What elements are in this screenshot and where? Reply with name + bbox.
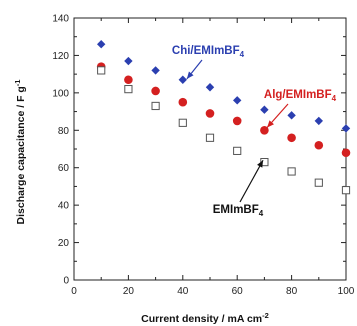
alg-point (178, 97, 188, 107)
emim-point (314, 178, 323, 187)
chi-point (287, 111, 296, 120)
y-tick-label: 100 (52, 88, 69, 99)
alg-point (151, 86, 160, 96)
x-tick-label: 100 (338, 286, 355, 297)
series-label-arrow-3 (239, 159, 264, 203)
emim-point (97, 66, 106, 75)
y-tick-label: 0 (63, 276, 69, 287)
emim-point (178, 118, 187, 127)
chi-point (341, 124, 351, 133)
series-label-arrow-1 (186, 59, 203, 80)
series-label-2: Alg/EMImBF4 (264, 89, 337, 103)
series-label-text: EMImBF (213, 204, 259, 216)
series-label-arrow-2 (266, 103, 289, 128)
emim-point (124, 85, 133, 94)
chi-point (97, 40, 106, 49)
alg-point (124, 75, 133, 85)
chi-point (124, 56, 133, 66)
emim-point (205, 133, 215, 142)
x-tick-label: 80 (286, 286, 298, 297)
series-label-text: Chi/EMImBF (172, 45, 240, 57)
series-label-1: Chi/EMImBF4 (172, 45, 245, 59)
plot-frame (73, 17, 347, 281)
y-tick-label: 40 (58, 201, 70, 212)
chi-point (260, 105, 269, 114)
alg-point (287, 133, 296, 143)
y-tick-label: 140 (52, 14, 69, 25)
alg-point (232, 116, 242, 126)
x-axis-title: Current density / mA cm-2 (141, 311, 269, 325)
alg-point (205, 109, 215, 118)
marks-group (96, 40, 351, 195)
alg-point (260, 125, 269, 135)
chi-point (233, 96, 242, 105)
series-label-subscript: 4 (259, 209, 264, 218)
x-tick-label: 20 (123, 286, 135, 297)
chi-point (205, 83, 215, 92)
series-label-subscript: 4 (240, 50, 245, 59)
y-tick-label: 80 (58, 126, 70, 137)
y-tick-label: 60 (58, 163, 70, 174)
y-axis-title: Discharge capacitance / F g-1 (13, 80, 27, 225)
emim-point (341, 186, 351, 195)
y-tick-label: 120 (52, 51, 69, 62)
series-label-text: Alg/EMImBF (264, 89, 332, 101)
axes-group: 0 20 40 60 80 100 0 20 40 60 80 100 120 140 (52, 14, 354, 298)
chi-point (178, 75, 187, 84)
x-tick-label: 0 (71, 286, 77, 297)
chi-point (151, 66, 160, 75)
x-tick-label: 60 (232, 286, 244, 297)
x-tick-label: 40 (177, 286, 189, 297)
emim-point (233, 146, 242, 155)
emim-point (151, 101, 160, 111)
y-tick-label: 20 (58, 238, 70, 249)
alg-point (314, 140, 324, 150)
series-label-subscript: 4 (332, 94, 337, 103)
series-label-3: EMImBF4 (213, 204, 264, 218)
emim-point (287, 167, 296, 176)
chi-point (314, 116, 323, 126)
alg-point (341, 148, 351, 158)
